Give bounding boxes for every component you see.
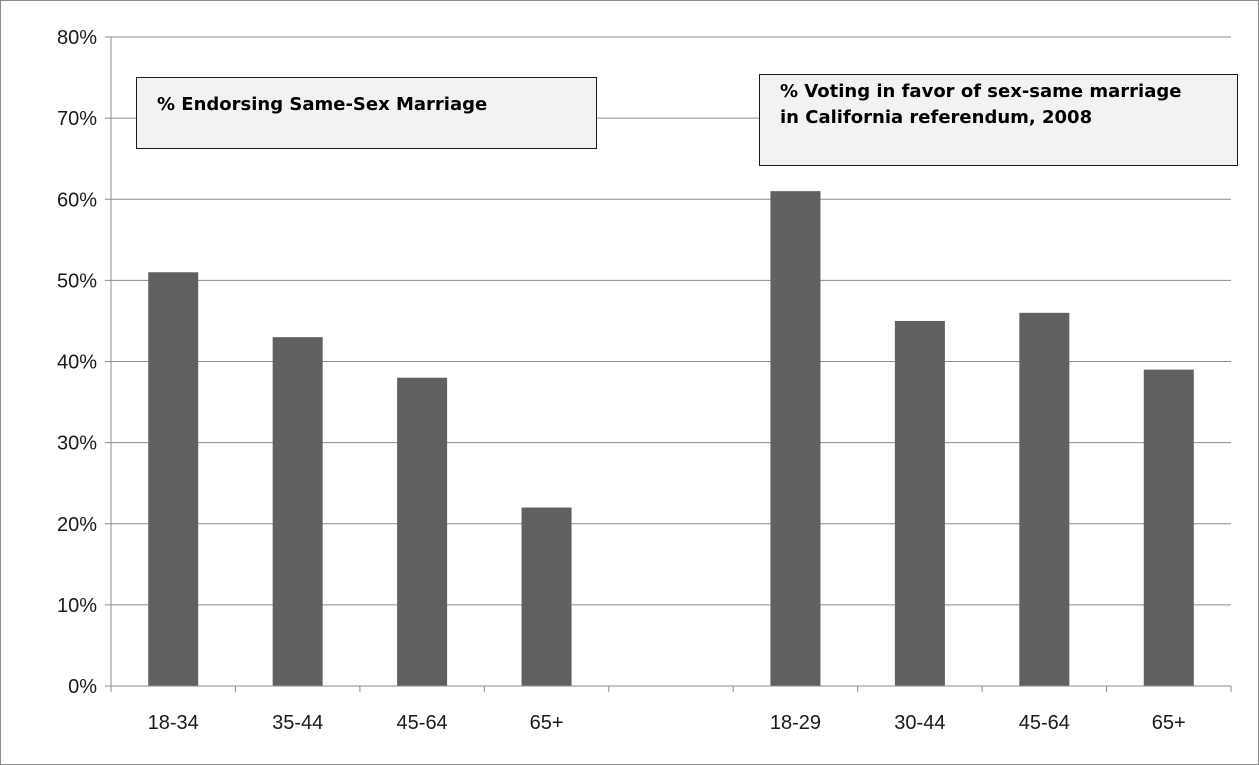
axes [110, 37, 1232, 692]
annotation-referendum-line-1: % Voting in favor of sex-same marriage [780, 81, 1182, 102]
x-tick-label: 45-64 [1019, 712, 1070, 734]
annotation-endorsing-line-1: % Endorsing Same-Sex Marriage [157, 94, 488, 115]
x-tick-labels: 18-34 35-44 45-64 65+ 18-29 30-44 45-64 65+ [148, 712, 1186, 734]
bar [272, 337, 323, 686]
x-tick-label: 45-64 [397, 712, 448, 734]
bar [1019, 312, 1070, 686]
annotation-california-referendum: % Voting in favor of sex-same marriage i… [759, 74, 1238, 166]
bars [148, 191, 1194, 686]
y-tick-label: 50% [57, 270, 97, 292]
y-tick-label: 20% [57, 514, 97, 536]
y-tick-label: 70% [57, 108, 97, 130]
bar [521, 507, 572, 686]
y-tick-label: 60% [57, 189, 97, 211]
y-tick-label: 10% [57, 595, 97, 617]
x-tick-label: 65+ [530, 712, 564, 734]
x-tick-label: 18-29 [770, 712, 821, 734]
bar [1143, 369, 1194, 686]
annotation-endorsing: % Endorsing Same-Sex Marriage [136, 77, 597, 149]
y-tick-labels: 0% 10% 20% 30% 40% 50% 60% 70% 80% [57, 27, 97, 698]
y-tick-label: 80% [57, 27, 97, 49]
bar [148, 272, 199, 686]
y-tick-label: 40% [57, 352, 97, 374]
y-tick-label: 30% [57, 433, 97, 455]
x-tick-label: 18-34 [148, 712, 199, 734]
x-tick-label: 65+ [1152, 712, 1186, 734]
x-tick-label: 30-44 [894, 712, 945, 734]
y-tick-label: 0% [68, 676, 97, 698]
x-tick-label: 35-44 [272, 712, 323, 734]
bar [397, 377, 448, 686]
annotation-referendum-line-2: in California referendum, 2008 [780, 107, 1093, 128]
bar [770, 191, 821, 686]
bar [894, 320, 945, 686]
